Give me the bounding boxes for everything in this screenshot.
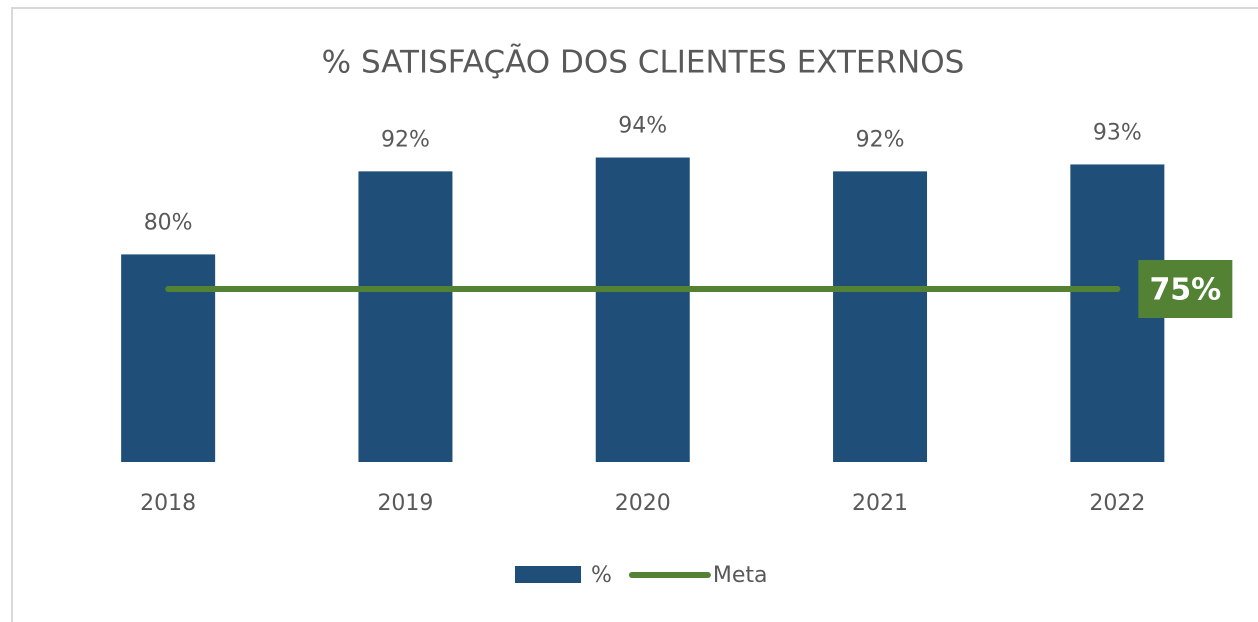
data-label: 75% <box>1149 273 1221 308</box>
data-label: 94% <box>618 114 667 139</box>
x-tick-label: 2021 <box>852 491 908 516</box>
x-tick-label: 2019 <box>377 491 433 516</box>
data-label: 92% <box>856 127 905 152</box>
legend-swatch <box>515 566 581 583</box>
x-tick-label: 2020 <box>615 491 671 516</box>
data-label-box <box>1138 260 1233 318</box>
chart-title: % SATISFAÇÃO DOS CLIENTES EXTERNOS <box>322 45 965 81</box>
data-label: 92% <box>381 127 430 152</box>
bar <box>833 171 928 463</box>
legend-label: Meta <box>713 563 768 588</box>
bar <box>121 254 216 462</box>
data-label: 80% <box>144 210 193 235</box>
legend-label: % <box>591 563 612 588</box>
data-label: 93% <box>1093 120 1142 145</box>
bar <box>595 157 690 462</box>
x-tick-label: 2022 <box>1089 491 1145 516</box>
chart-border <box>11 7 1258 622</box>
bar <box>358 171 453 463</box>
x-tick-label: 2018 <box>140 491 196 516</box>
